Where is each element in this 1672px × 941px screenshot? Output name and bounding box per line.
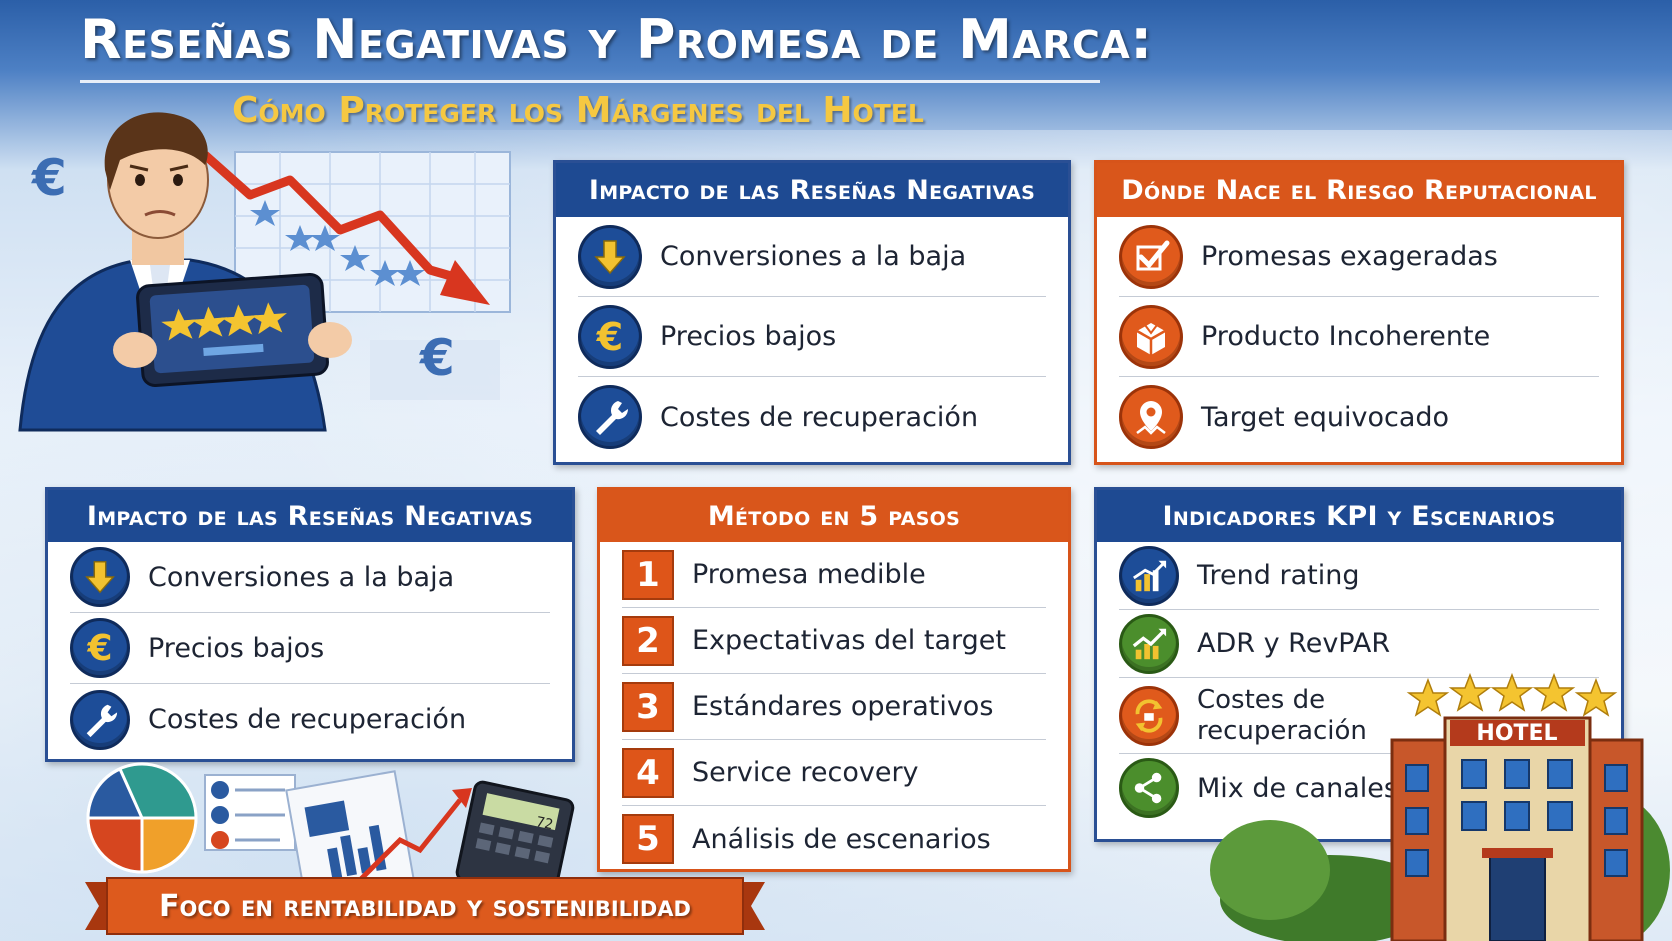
- step-row: 2 Expectativas del target: [622, 608, 1046, 674]
- step-label: Promesa medible: [692, 559, 926, 590]
- euro-symbol-right: €: [419, 329, 455, 387]
- item-label-line1: Costes de: [1197, 684, 1326, 715]
- ribbon-shape: [85, 877, 765, 935]
- list-item: Costes de recuperación: [1119, 678, 1599, 754]
- item-label: Producto Incoherente: [1201, 321, 1491, 352]
- refresh-coins-icon: [1119, 685, 1179, 746]
- hotel-stars: [1406, 672, 1618, 717]
- step-label: Expectativas del target: [692, 625, 1006, 656]
- list-item: Mix de canales: [1119, 754, 1599, 822]
- footer-banner-text: Foco en rentabilidad y sostenibilidad: [159, 888, 691, 924]
- panel-impact-bottom-title: Impacto de las Reseñas Negativas: [48, 490, 572, 542]
- panel-risk: Dónde Nace el Riesgo Reputacional Promes…: [1094, 160, 1624, 465]
- panel-impact-bottom: Impacto de las Reseñas Negativas Convers…: [45, 487, 575, 762]
- panel-kpi-title: Indicadores KPI y Escenarios: [1097, 490, 1621, 542]
- list-item: Promesas exageradas: [1119, 217, 1599, 297]
- step-row: 4 Service recovery: [622, 740, 1046, 806]
- broken-box-icon: [1119, 304, 1183, 369]
- item-label-line2: recuperación: [1197, 715, 1367, 746]
- item-label: Costes de recuperación: [660, 401, 979, 433]
- pie-chart-icon: [86, 762, 198, 874]
- list-item: Trend rating: [1119, 542, 1599, 610]
- euro-icon: €: [578, 304, 642, 369]
- location-pin-icon: [1119, 385, 1183, 449]
- item-label: Mix de canales: [1197, 772, 1398, 804]
- step-label: Estándares operativos: [692, 691, 994, 722]
- euro-symbol-left: €: [31, 149, 67, 207]
- arrow-down-icon: [578, 224, 642, 289]
- panel-impact-top: Impacto de las Reseñas Negativas Convers…: [553, 160, 1071, 465]
- item-label: Conversiones a la baja: [148, 561, 455, 593]
- step-label: Análisis de escenarios: [692, 823, 991, 855]
- checkmark-icon: [1119, 224, 1183, 289]
- panel-method-title: Método en 5 pasos: [600, 490, 1068, 542]
- item-label: Target equivocado: [1201, 401, 1450, 433]
- hotel-illustration: HOTEL: [1210, 672, 1670, 941]
- hotel-sign: HOTEL: [1476, 721, 1557, 746]
- tablet-with-rating: [113, 272, 352, 387]
- declining-chart-illustration: [202, 151, 511, 400]
- page-title: Reseñas Negativas y Promesa de Marca:: [80, 8, 1153, 71]
- item-label: Conversiones a la baja: [660, 241, 967, 272]
- step-number: 1: [622, 549, 674, 600]
- list-item: Producto Incoherente: [1119, 297, 1599, 377]
- step-number: 4: [622, 747, 674, 798]
- euro-icon: €: [70, 618, 130, 678]
- step-number: 3: [622, 681, 674, 732]
- trend-chart-icon: [1119, 545, 1179, 606]
- list-item: ADR y RevPAR: [1119, 610, 1599, 678]
- list-item: Target equivocado: [1119, 377, 1599, 457]
- item-label: ADR y RevPAR: [1197, 628, 1391, 659]
- growth-chart-icon: [1119, 613, 1179, 674]
- title-underline: [80, 80, 1100, 83]
- footer-banner: Foco en rentabilidad y sostenibilidad: [85, 876, 765, 936]
- item-label: Precios bajos: [660, 321, 837, 352]
- finance-documents-illustration: 72: [86, 762, 575, 890]
- panel-risk-title: Dónde Nace el Riesgo Reputacional: [1097, 163, 1621, 217]
- item-label: Promesas exageradas: [1201, 241, 1498, 272]
- step-row: 5 Análisis de escenarios: [622, 806, 1046, 872]
- step-row: 1 Promesa medible: [622, 542, 1046, 608]
- item-label: Precios bajos: [148, 632, 325, 664]
- list-item: Conversiones a la baja: [578, 217, 1046, 297]
- share-network-icon: [1119, 758, 1179, 818]
- step-row: 3 Estándares operativos: [622, 674, 1046, 740]
- panel-impact-top-title: Impacto de las Reseñas Negativas: [556, 163, 1068, 217]
- step-label: Service recovery: [692, 757, 919, 788]
- page-subtitle: Cómo Proteger los Márgenes del Hotel: [232, 90, 924, 131]
- step-number: 2: [622, 615, 674, 666]
- list-item: € Precios bajos: [70, 613, 550, 684]
- list-item: Costes de recuperación: [578, 377, 1046, 457]
- panel-method: Método en 5 pasos 1 Promesa medible 2 Ex…: [597, 487, 1071, 872]
- worried-manager-illustration: € €: [18, 112, 511, 432]
- list-item: € Precios bajos: [578, 297, 1046, 377]
- wrench-icon: [578, 385, 642, 449]
- arrow-down-icon: [70, 547, 130, 607]
- calculator-display: 72: [535, 814, 555, 833]
- wrench-icon: [70, 689, 130, 750]
- item-label: Costes de recuperación: [148, 704, 467, 735]
- item-label: Trend rating: [1197, 560, 1360, 591]
- list-item: Conversiones a la baja: [70, 542, 550, 613]
- step-number: 5: [622, 814, 674, 864]
- list-item: Costes de recuperación: [70, 684, 550, 755]
